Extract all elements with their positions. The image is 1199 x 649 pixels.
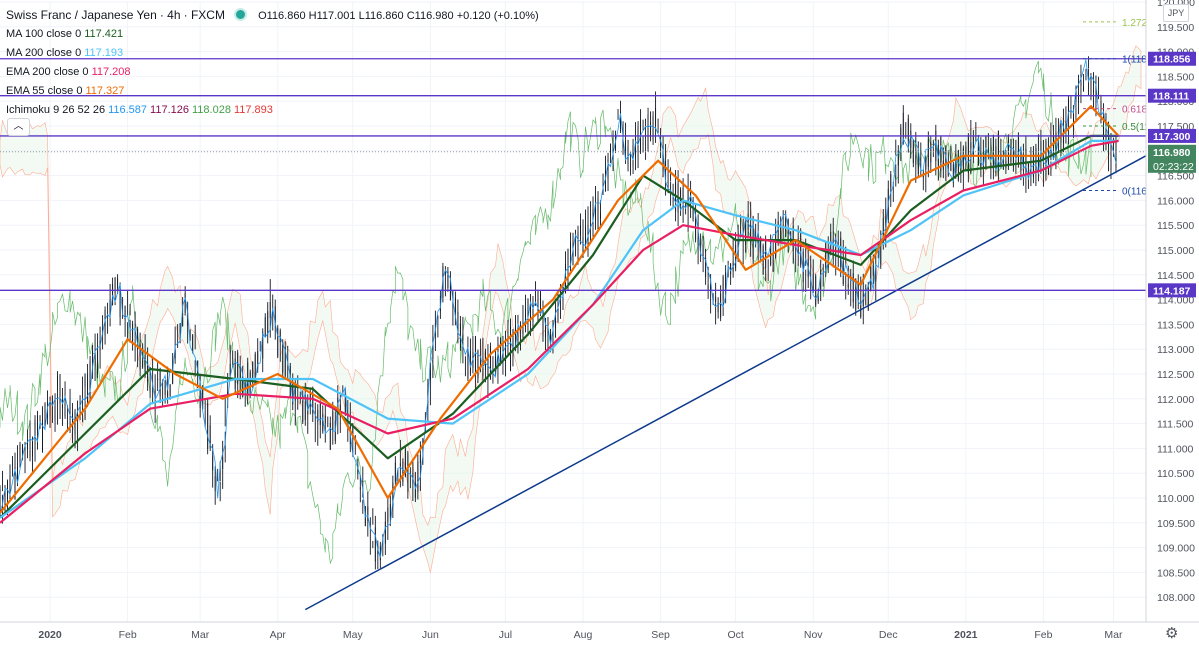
time-axis-bg xyxy=(0,622,1199,649)
moving-average-line xyxy=(0,105,1120,514)
time-tick-label: Jun xyxy=(422,629,439,641)
price-tick-label: 110.500 xyxy=(1157,468,1194,480)
level-price-tag xyxy=(1148,128,1196,143)
level-price-tag xyxy=(1148,88,1196,103)
indicator-label: EMA 200 close 0 xyxy=(6,66,89,78)
symbol-row: Swiss Franc / Japanese Yen · 4h · FXCM O… xyxy=(6,8,539,22)
time-axis: 2020 Feb Mar Apr May Jun Jul Aug Sep Oct Nov Dec 202… xyxy=(0,621,1199,649)
indicator-row[interactable]: MA 200 close 0 117.193 xyxy=(6,44,539,63)
price-tick-label: 112.500 xyxy=(1157,369,1194,381)
indicator-row[interactable]: Ichimoku 9 26 52 26 116.587 117.126 118.028… xyxy=(6,101,539,120)
price-tick-label: 113.000 xyxy=(1157,344,1194,356)
indicator-value: 117.208 xyxy=(91,66,131,78)
indicator-value: 118.028 xyxy=(191,104,231,116)
market-status-icon xyxy=(234,8,247,21)
current-price-tag xyxy=(1148,144,1196,173)
chevron-up-icon: ︿ xyxy=(13,121,24,132)
level-price-label: 114.187 xyxy=(1153,285,1191,297)
candles xyxy=(0,56,1117,570)
price-tick-label: 109.000 xyxy=(1157,543,1195,555)
time-tick-label: Aug xyxy=(574,629,593,641)
currency-badge[interactable]: JPY xyxy=(1163,4,1189,22)
time-tick-label: Apr xyxy=(270,629,287,641)
indicator-value: 117.126 xyxy=(150,104,189,116)
indicator-row[interactable]: EMA 55 close 0 117.327 xyxy=(6,82,539,101)
fib-label: 0.618( xyxy=(1122,105,1151,116)
indicator-row[interactable]: MA 100 close 0 117.421 xyxy=(6,25,539,44)
level-price-label: 117.300 xyxy=(1153,131,1191,143)
price-axis: 120.000119.500119.000118.500118.000117.5… xyxy=(1145,0,1199,649)
price-tick-label: 115.000 xyxy=(1157,245,1194,257)
indicator-label: MA 200 close 0 xyxy=(6,47,82,59)
ichimoku-cloud xyxy=(0,45,1142,573)
fib-label: 0(116. xyxy=(1122,186,1150,197)
time-tick-label: Feb xyxy=(1034,629,1052,641)
price-tick-label: 119.500 xyxy=(1157,22,1194,34)
price-axis-bg xyxy=(1146,0,1199,649)
gear-icon[interactable]: ⚙ xyxy=(1165,625,1179,642)
countdown-label: 02:23:22 xyxy=(1153,161,1194,173)
price-tick-label: 114.500 xyxy=(1157,270,1194,282)
level-price-label: 118.856 xyxy=(1153,54,1191,66)
indicator-row[interactable]: EMA 200 close 0 117.208 xyxy=(6,63,539,82)
moving-average-line xyxy=(0,139,1119,519)
time-tick-label: Nov xyxy=(804,629,823,641)
trendline xyxy=(304,155,1147,611)
fib-label: 1(118. xyxy=(1122,55,1150,66)
indicator-value: 117.193 xyxy=(84,47,124,59)
fib-label: 1.272( xyxy=(1122,18,1151,29)
time-tick-label: 2020 xyxy=(38,629,62,641)
indicator-value: 116.587 xyxy=(108,104,148,116)
current-price-label: 116.980 xyxy=(1153,147,1191,159)
collapse-legend-button[interactable]: ︿ xyxy=(7,118,30,136)
time-tick-label: Mar xyxy=(1104,629,1123,641)
indicator-label: EMA 55 close 0 xyxy=(6,85,83,97)
price-tick-label: 108.500 xyxy=(1157,567,1195,579)
price-tick-label: 113.500 xyxy=(1157,319,1194,331)
ohlc-change: +0.120 (+0.10%) xyxy=(456,10,539,22)
cloud-area xyxy=(0,45,1142,573)
exchange: FXCM xyxy=(190,8,225,22)
level-price-label: 118.111 xyxy=(1153,91,1189,103)
time-tick-label: Dec xyxy=(879,629,898,641)
price-tick-label: 108.000 xyxy=(1157,592,1195,604)
ohlc-low: L116.860 xyxy=(358,10,404,22)
price-tick-label: 116.500 xyxy=(1157,171,1194,183)
ohlc-close: C116.980 xyxy=(406,10,454,22)
level-price-tag xyxy=(1148,283,1196,298)
time-tick-label: Sep xyxy=(651,629,670,641)
level-price-tag xyxy=(1148,51,1196,66)
time-tick-label: Feb xyxy=(119,629,137,641)
indicator-value: 117.327 xyxy=(85,85,125,97)
fib-label: 0.5(11 xyxy=(1122,122,1150,133)
indicator-label: Ichimoku 9 26 52 26 xyxy=(6,104,106,116)
price-tick-label: 112.000 xyxy=(1157,394,1194,406)
time-tick-label: Jul xyxy=(499,629,512,641)
price-tick-label: 114.000 xyxy=(1157,295,1194,307)
price-tick-label: 115.500 xyxy=(1157,220,1194,232)
ohlc-open: O116.860 xyxy=(258,10,306,22)
ohlc-high: H117.001 xyxy=(308,10,356,22)
fibonacci-levels: 1.272( 1(118. 0.618( 0.5(11 0(116. xyxy=(1083,18,1151,197)
indicator-label: MA 100 close 0 xyxy=(6,28,82,40)
price-tick-label: 116.000 xyxy=(1157,195,1194,207)
price-tick-label: 110.000 xyxy=(1157,493,1194,505)
price-tick-label: 111.500 xyxy=(1157,419,1194,431)
price-tick-label: 111.000 xyxy=(1157,443,1194,455)
time-tick-label: Mar xyxy=(191,629,210,641)
time-tick-label: 2021 xyxy=(954,629,978,641)
symbol-name[interactable]: Swiss Franc / Japanese Yen xyxy=(6,8,157,22)
chart-legend: Swiss Franc / Japanese Yen · 4h · FXCM O… xyxy=(6,6,539,120)
tenkan-line xyxy=(0,59,1117,558)
indicator-value: 117.421 xyxy=(84,28,124,40)
indicator-value: 117.893 xyxy=(233,104,273,116)
time-tick-label: May xyxy=(343,629,364,641)
price-tick-label: 109.500 xyxy=(1157,518,1195,530)
time-tick-label: Oct xyxy=(727,629,743,641)
interval[interactable]: 4h xyxy=(167,8,181,22)
price-tick-label: 118.500 xyxy=(1157,71,1194,83)
